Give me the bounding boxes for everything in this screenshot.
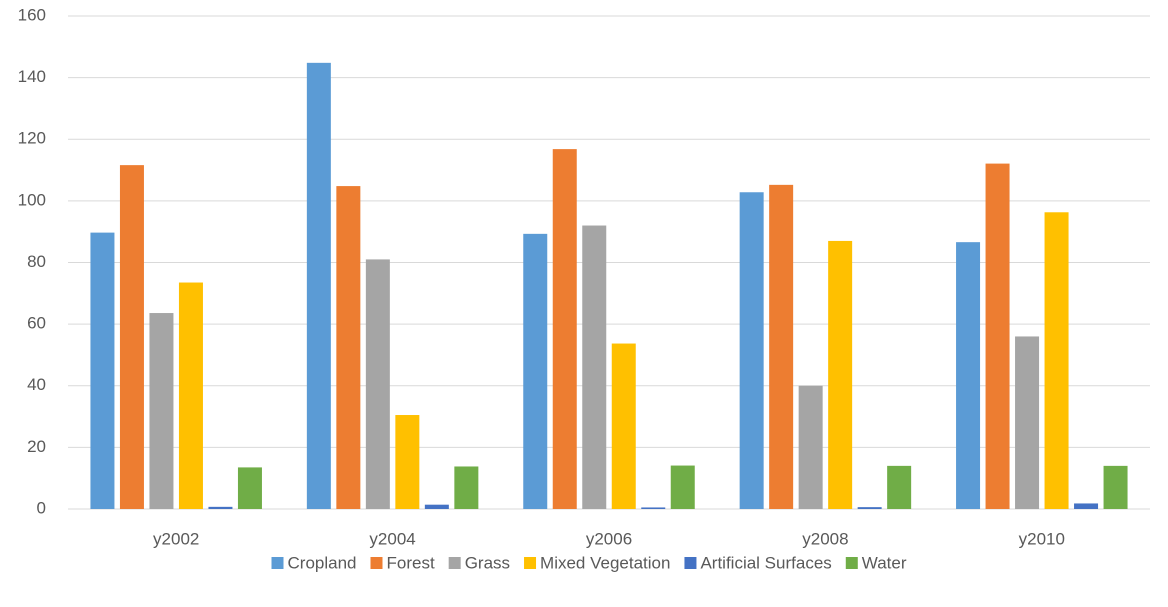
- bar: [523, 233, 548, 510]
- bar: [985, 163, 1010, 510]
- y-tick-label: 120: [18, 129, 46, 148]
- legend-label: Artificial Surfaces: [700, 553, 831, 572]
- y-tick-label: 140: [18, 67, 46, 86]
- legend-swatch: [684, 557, 697, 569]
- bar: [670, 465, 695, 509]
- bar: [1074, 503, 1099, 509]
- legend-label: Grass: [465, 553, 510, 572]
- y-tick-label: 0: [37, 498, 46, 517]
- x-tick-label: y2006: [586, 529, 632, 548]
- x-tick-label: y2010: [1019, 529, 1065, 548]
- legend-label: Cropland: [288, 553, 357, 572]
- bar: [798, 385, 823, 509]
- bar: [178, 282, 203, 509]
- bar: [769, 184, 794, 510]
- bar: [306, 62, 331, 510]
- bar: [956, 242, 981, 509]
- legend-swatch: [448, 557, 461, 569]
- legend-swatch: [845, 557, 858, 569]
- bar: [149, 313, 174, 509]
- bar: [90, 232, 115, 509]
- legend-label: Forest: [387, 553, 435, 572]
- x-tick-label: y2008: [802, 529, 848, 548]
- bar: [336, 186, 361, 509]
- bar: [641, 507, 666, 509]
- legend-swatch: [524, 557, 537, 569]
- bar: [887, 465, 912, 509]
- bar: [119, 165, 144, 509]
- bar: [365, 259, 390, 509]
- y-tick-label: 60: [27, 314, 46, 333]
- y-tick-label: 100: [18, 190, 46, 209]
- bar: [857, 507, 882, 509]
- bar: [552, 149, 577, 510]
- bar: [1044, 212, 1069, 509]
- bar: [424, 504, 449, 509]
- bar: [582, 225, 607, 509]
- bar: [739, 192, 764, 509]
- legend-swatch: [271, 557, 284, 569]
- legend-swatch: [370, 557, 383, 569]
- legend-label: Water: [862, 553, 907, 572]
- bar: [395, 415, 420, 509]
- bar: [1103, 465, 1128, 509]
- bar: [208, 506, 233, 509]
- bar: [828, 240, 853, 509]
- bar: [454, 466, 479, 509]
- y-tick-label: 80: [27, 252, 46, 271]
- x-tick-label: y2002: [153, 529, 199, 548]
- bar: [1015, 336, 1040, 509]
- legend-label: Mixed Vegetation: [540, 553, 670, 572]
- x-tick-label: y2004: [369, 529, 415, 548]
- bar: [611, 343, 636, 509]
- bar: [237, 467, 262, 509]
- y-tick-label: 160: [18, 5, 46, 24]
- y-tick-label: 40: [27, 375, 46, 394]
- y-tick-label: 20: [27, 437, 46, 456]
